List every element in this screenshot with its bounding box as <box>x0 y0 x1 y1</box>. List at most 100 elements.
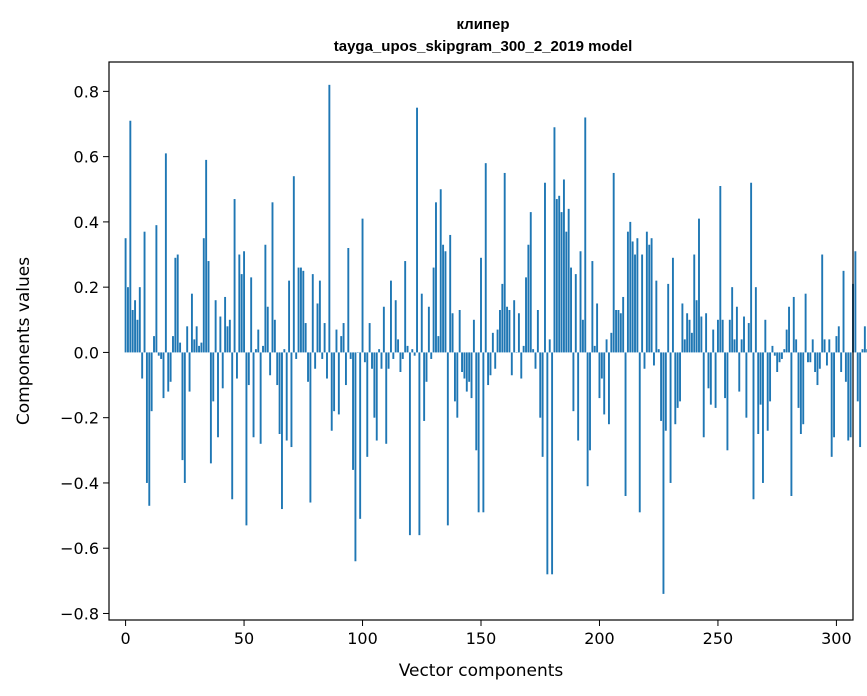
bar <box>506 306 509 353</box>
bar <box>207 261 210 353</box>
bar <box>416 107 418 353</box>
bar <box>335 329 338 353</box>
bar <box>674 352 677 425</box>
bar <box>236 352 238 379</box>
bar <box>297 267 300 353</box>
bar <box>307 352 309 382</box>
bar <box>299 267 302 353</box>
bar <box>172 336 174 353</box>
bar <box>390 280 392 353</box>
bar <box>840 352 843 372</box>
bar <box>240 274 243 353</box>
bar <box>309 352 312 503</box>
bar <box>129 120 132 353</box>
bar <box>167 352 170 392</box>
y-tick-label: 0.4 <box>74 213 99 232</box>
bar <box>228 319 231 353</box>
bar <box>382 306 385 353</box>
bar <box>548 339 551 353</box>
bar <box>183 352 186 483</box>
bar <box>814 352 817 372</box>
bar <box>273 319 276 353</box>
bar <box>477 352 480 513</box>
bar <box>145 352 148 483</box>
bar <box>371 352 373 369</box>
bar <box>224 296 227 353</box>
y-axis-label: Components values <box>14 257 34 425</box>
bar <box>278 352 281 434</box>
bar <box>337 352 340 415</box>
bar <box>323 323 326 353</box>
bar <box>664 352 667 431</box>
bar <box>716 319 719 353</box>
chart-title: клипер <box>456 16 509 33</box>
bar <box>330 352 333 431</box>
bar <box>387 352 390 369</box>
bar <box>747 323 750 353</box>
bar <box>605 339 608 353</box>
bar <box>705 313 708 353</box>
bar <box>809 352 812 363</box>
bar <box>214 300 217 353</box>
bar <box>837 326 840 353</box>
bar <box>269 352 272 376</box>
bar <box>740 339 743 353</box>
chart-subtitle: tayga_upos_skipgram_300_2_2019 model <box>334 38 633 55</box>
bar <box>496 329 499 353</box>
bar <box>589 352 591 451</box>
bar <box>259 352 262 444</box>
bar <box>352 352 354 470</box>
bar <box>226 326 229 353</box>
bar <box>615 310 618 353</box>
x-axis: 0 50 100 150 200 250 300 <box>120 620 852 648</box>
bar <box>164 153 167 353</box>
bar <box>634 254 636 353</box>
bar <box>231 352 234 500</box>
bar <box>527 244 530 353</box>
bar <box>461 352 463 372</box>
bar <box>205 159 208 353</box>
bar <box>577 352 580 441</box>
y-axis: −0.8 −0.6 −0.4 −0.2 0.0 0.2 0.4 0.6 0.8 <box>60 82 109 623</box>
bar <box>245 352 248 526</box>
bar <box>276 352 279 386</box>
bar <box>799 352 802 434</box>
bar <box>842 270 845 353</box>
bar <box>693 254 696 353</box>
bar <box>719 186 722 353</box>
bar <box>411 349 414 353</box>
bar <box>776 352 779 372</box>
bar <box>541 352 544 457</box>
bar <box>138 287 141 353</box>
plot-frame <box>108 61 854 621</box>
bar <box>470 352 473 399</box>
bar <box>695 300 698 353</box>
bar <box>392 352 395 359</box>
bar <box>333 352 336 412</box>
bar <box>179 342 182 353</box>
bar <box>681 303 684 353</box>
bar <box>638 352 641 513</box>
bar <box>432 267 435 353</box>
bar <box>709 352 712 405</box>
bar <box>437 336 440 353</box>
bar <box>586 352 589 487</box>
bar <box>650 238 653 353</box>
bar <box>835 336 838 353</box>
bar <box>266 306 269 353</box>
bar <box>766 352 769 431</box>
bar <box>385 352 388 444</box>
bar <box>828 339 831 353</box>
bar <box>349 352 352 359</box>
bar <box>603 352 606 415</box>
bar <box>788 306 790 353</box>
bar <box>427 306 430 353</box>
bar <box>690 332 693 353</box>
bar <box>124 238 127 353</box>
bar <box>162 352 165 399</box>
bar <box>233 199 236 353</box>
bar <box>238 254 241 353</box>
bar <box>134 300 137 353</box>
bar <box>311 274 314 353</box>
bar <box>380 352 383 369</box>
